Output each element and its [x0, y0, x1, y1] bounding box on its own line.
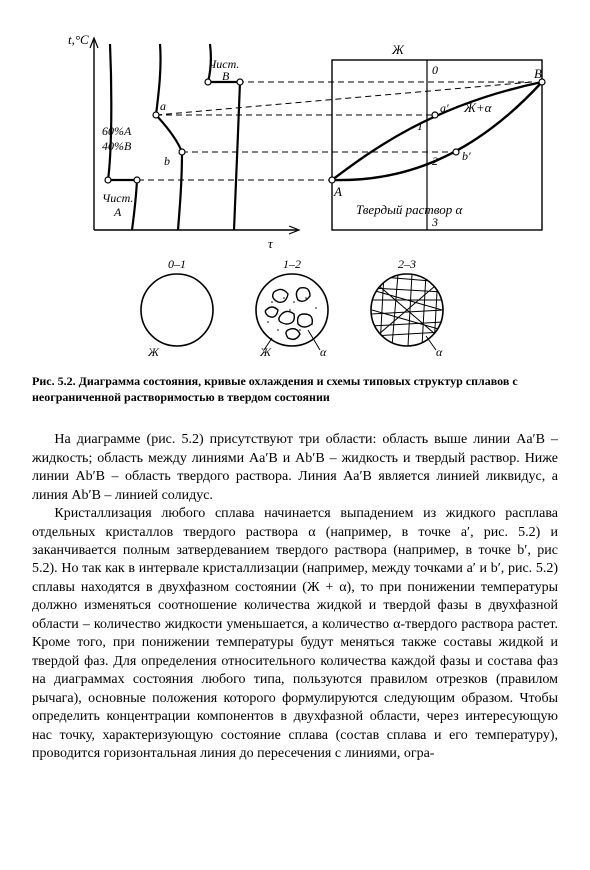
label-a-prime: a′	[440, 101, 449, 115]
point-1: 1	[417, 119, 423, 133]
label-zh: Ж	[391, 42, 405, 57]
caption-text: Диаграмма состояния, кривые охлаждения и…	[32, 374, 518, 404]
circ2-label: 1–2	[283, 257, 301, 271]
label-chistB2: B	[222, 69, 230, 83]
paragraph-1: На диаграмме (рис. 5.2) присутствуют три…	[32, 431, 558, 505]
label-A: A	[333, 184, 342, 199]
figure-caption: Рис. 5.2. Диаграмма состояния, кривые ох…	[32, 374, 558, 405]
page-root: t,°C τ	[0, 0, 590, 784]
circ1-label: 0–1	[168, 257, 186, 271]
point-3: 3	[431, 215, 438, 229]
label-b: b	[164, 154, 170, 168]
circ1-sub: Ж	[147, 345, 160, 359]
paragraph-2: Кристаллизация любого сплава начинается …	[32, 505, 558, 764]
point-0: 0	[432, 63, 438, 77]
label-chistA2: A	[113, 205, 122, 219]
label-chistA1: Чист.	[102, 191, 133, 205]
label-B: B	[534, 66, 542, 81]
label-pctA: 60%А	[102, 124, 132, 138]
axis-x-label: τ	[268, 236, 274, 251]
caption-label: Рис. 5.2.	[32, 374, 76, 388]
phase-diagram-figure: t,°C τ	[32, 30, 558, 360]
point-2: 2	[432, 154, 438, 168]
label-b-prime: b′	[462, 149, 471, 163]
label-solid-solution: Твердый раствор α	[356, 202, 464, 217]
circ3-sub: α	[436, 345, 443, 359]
body-text: На диаграмме (рис. 5.2) присутствуют три…	[32, 431, 558, 763]
circ2-sub2: α	[320, 345, 327, 359]
label-zh-alpha: Ж+α	[463, 100, 493, 115]
circ3-label: 2–3	[398, 257, 416, 271]
label-a: a	[160, 99, 166, 113]
axis-y-label: t,°C	[68, 32, 89, 47]
label-pctB: 40%В	[102, 139, 132, 153]
